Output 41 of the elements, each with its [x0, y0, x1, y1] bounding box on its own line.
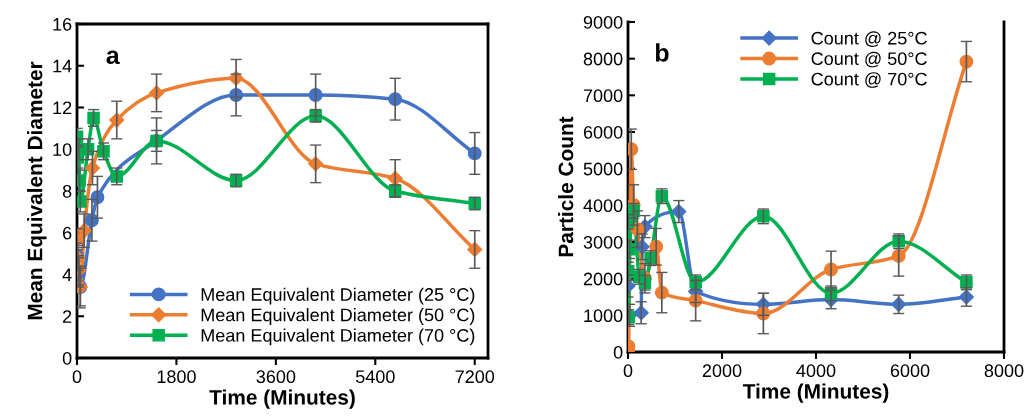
legend-label: Count @ 25°C — [811, 31, 927, 47]
y-axis-title: Particle Count — [558, 116, 574, 257]
annotation: a — [106, 50, 120, 65]
y-tick-label: 4 — [62, 268, 72, 282]
x-tick-label: 7200 — [455, 370, 495, 384]
y-tick-label: 9000 — [583, 15, 623, 29]
x-tick-label: 5400 — [355, 370, 395, 384]
y-tick-label: 0 — [613, 345, 623, 359]
y-tick-label: 10 — [53, 143, 72, 156]
y-tick-label: 0 — [62, 351, 72, 365]
y-tick-label: 2000 — [583, 272, 623, 286]
y-tick-label: 8000 — [583, 52, 623, 66]
y-tick-label: 16 — [53, 17, 72, 31]
x-tick-label: 4000 — [796, 364, 836, 378]
y-tick-label: 6 — [63, 226, 72, 240]
annotation: b — [655, 43, 669, 62]
legend-label: Mean Equivalent Diameter (25 °C) — [201, 287, 475, 305]
y-tick-label: 12 — [53, 101, 72, 115]
x-tick-label: 2000 — [702, 364, 742, 378]
x-tick-label: 1800 — [157, 370, 196, 384]
y-tick-label: 4000 — [583, 199, 623, 213]
x-axis-title: Time (Minutes) — [742, 383, 889, 403]
x-tick-label: 3600 — [256, 370, 296, 384]
x-tick-label: 6000 — [890, 364, 930, 378]
y-tick-label: 14 — [53, 59, 72, 73]
y-tick-label: 5000 — [583, 162, 623, 176]
x-tick-label: 0 — [72, 370, 82, 384]
x-tick-label: 8000 — [984, 364, 1024, 378]
y-tick-label: 3000 — [583, 235, 623, 249]
y-tick-label: 2 — [63, 310, 72, 323]
y-tick-label: 8 — [62, 184, 72, 198]
legend-label: Mean Equivalent Diameter (50 °C) — [201, 308, 475, 325]
y-tick-label: 6000 — [583, 125, 623, 139]
x-tick-label: 0 — [623, 364, 633, 378]
legend-label: Count @ 70°C — [811, 72, 927, 88]
x-axis-title: Time (Minutes) — [209, 389, 355, 409]
y-tick-label: 7000 — [583, 89, 623, 103]
y-tick-label: 1000 — [584, 309, 623, 323]
y-axis-title: Mean Equivalent Diameter — [27, 61, 47, 320]
legend-label: Count @ 50°C — [811, 51, 927, 68]
legend-label: Mean Equivalent Diameter (70 °C) — [201, 328, 475, 346]
